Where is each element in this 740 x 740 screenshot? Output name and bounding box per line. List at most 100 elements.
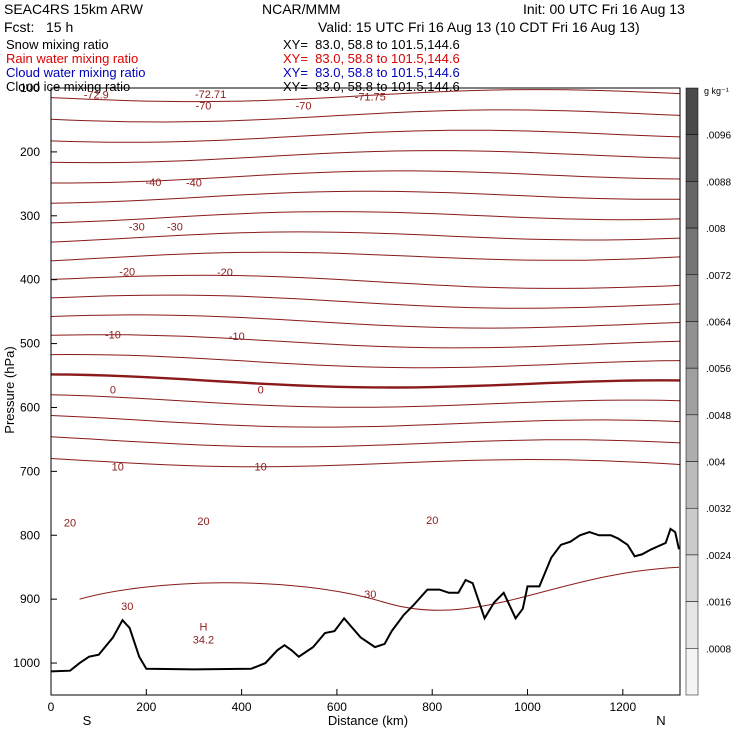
colorbar-label: .008 bbox=[706, 224, 726, 235]
axes: 0 200 400 600 800 1000 12001002003004005006007… bbox=[2, 81, 666, 728]
contour-label: 30 bbox=[364, 589, 376, 601]
plot-frame bbox=[50, 87, 681, 696]
y-tick-label: 500 bbox=[20, 337, 40, 351]
contour-line bbox=[50, 436, 681, 448]
colorbar-label: .0016 bbox=[706, 598, 731, 609]
contour-line bbox=[50, 458, 681, 468]
colorbar-label: .0072 bbox=[706, 271, 731, 282]
contour-line bbox=[50, 394, 681, 408]
y-axis-label: Pressure (hPa) bbox=[2, 346, 17, 433]
terrain-line bbox=[50, 527, 680, 673]
contour-line bbox=[50, 109, 681, 123]
init-time: Init: 00 UTC Fri 16 Aug 13 bbox=[523, 1, 685, 17]
colorbar-swatch bbox=[685, 367, 699, 416]
y-tick-label: 700 bbox=[20, 464, 40, 478]
x-endpoint-left: S bbox=[83, 713, 92, 728]
colorbar-label: .0024 bbox=[706, 551, 731, 562]
colorbar-swatch bbox=[685, 461, 699, 509]
valid-time: Valid: 15 UTC Fri 16 Aug 13 (10 CDT Fri … bbox=[318, 19, 640, 35]
contour-label: -30 bbox=[129, 222, 145, 234]
contour-line bbox=[50, 231, 681, 243]
contour-label: -40 bbox=[186, 178, 202, 190]
colorbar-label: .0032 bbox=[706, 504, 731, 515]
contour-label: 10 bbox=[112, 461, 124, 473]
contour-label: -10 bbox=[105, 330, 121, 342]
contour-label: -72.71 bbox=[195, 89, 226, 101]
colorbar-units: g kg⁻¹ bbox=[704, 86, 729, 96]
field-xy-snow: XY= 83.0, 58.8 to 101.5,144.6 bbox=[283, 37, 460, 52]
field-label-snow: Snow mixing ratio bbox=[6, 37, 109, 52]
contour-label: 20 bbox=[64, 517, 76, 529]
colorbar-swatch bbox=[685, 274, 699, 322]
y-tick-label: 300 bbox=[20, 209, 40, 223]
contour-line bbox=[50, 129, 681, 143]
x-tick-label: 0 bbox=[48, 700, 55, 714]
colorbar-swatch bbox=[685, 507, 699, 556]
field-xy-cloud-ice: XY= 83.0, 58.8 to 101.5,144.6 bbox=[283, 79, 460, 94]
colorbar-swatch bbox=[685, 414, 699, 462]
colorbar-swatch bbox=[685, 648, 699, 696]
y-tick-label: 900 bbox=[20, 592, 40, 606]
terrain bbox=[50, 527, 680, 673]
colorbar-swatch bbox=[685, 134, 699, 182]
colorbar-label: .0056 bbox=[706, 364, 731, 375]
x-tick-label: 1000 bbox=[514, 700, 541, 714]
colorbar-label: .0008 bbox=[706, 644, 731, 655]
y-tick-label: 100 bbox=[20, 81, 40, 95]
colorbar-label: .0064 bbox=[706, 317, 731, 328]
contour-label: 20 bbox=[426, 515, 438, 527]
contour-label: -72.9 bbox=[84, 89, 109, 101]
contour-label: 0 bbox=[110, 385, 116, 397]
contour-label: 10 bbox=[255, 461, 267, 473]
contour-label: 0 bbox=[258, 385, 264, 397]
contour-line bbox=[50, 314, 681, 329]
contour-label: -20 bbox=[217, 267, 233, 279]
contour-label: -70 bbox=[196, 100, 212, 112]
contour-line bbox=[50, 150, 681, 164]
contour-label: -20 bbox=[119, 266, 135, 278]
forecast-hour: Fcst: 15 h bbox=[4, 19, 74, 35]
high-value: 34.2 bbox=[193, 634, 214, 646]
contour-labels: -72.9 -72.71 -71.75 -70 -70 -40 -40 -30 -30 -20 -2… bbox=[64, 89, 438, 647]
field-xy-rain: XY= 83.0, 58.8 to 101.5,144.6 bbox=[283, 51, 460, 66]
contour-line bbox=[50, 373, 681, 389]
x-tick-label: 800 bbox=[422, 700, 442, 714]
contour-line bbox=[50, 89, 681, 103]
y-tick-label: 800 bbox=[20, 528, 40, 542]
y-tick-label: 600 bbox=[20, 400, 40, 414]
contour-label: 20 bbox=[197, 516, 209, 528]
colorbar-label: .0088 bbox=[706, 177, 731, 188]
contour-label: -70 bbox=[296, 100, 312, 112]
contour-label: -71.75 bbox=[355, 91, 386, 103]
colorbar-swatch bbox=[685, 227, 699, 276]
x-tick-label: 200 bbox=[136, 700, 156, 714]
colorbar-label: .004 bbox=[706, 458, 726, 469]
contour-line bbox=[50, 415, 681, 428]
x-tick-label: 600 bbox=[327, 700, 347, 714]
colorbar: .0096 .0088 .008 .0072 .0064 .0056 .0048 .004 .0… bbox=[685, 86, 731, 696]
high-marker: H bbox=[200, 621, 208, 633]
contour-line bbox=[51, 170, 681, 184]
colorbar-label: .0048 bbox=[706, 411, 731, 422]
contour-line bbox=[79, 566, 680, 611]
contour-line bbox=[50, 190, 681, 204]
contour-line bbox=[50, 211, 681, 224]
colorbar-label: .0096 bbox=[706, 131, 731, 142]
field-label-rain: Rain water mixing ratio bbox=[6, 51, 139, 66]
contour-line bbox=[50, 274, 681, 289]
x-tick-label: 1200 bbox=[609, 700, 636, 714]
contour-label: 30 bbox=[121, 601, 133, 613]
y-tick-label: 200 bbox=[20, 145, 40, 159]
contour-line bbox=[50, 251, 681, 262]
x-endpoint-right: N bbox=[656, 713, 665, 728]
y-tick-label: 400 bbox=[20, 273, 40, 287]
temperature-contours bbox=[50, 89, 681, 611]
contour-line bbox=[50, 334, 681, 349]
model-title: SEAC4RS 15km ARW bbox=[4, 1, 144, 17]
colorbar-swatch bbox=[685, 87, 699, 135]
contour-label: -30 bbox=[167, 222, 183, 234]
org-label: NCAR/MMM bbox=[262, 1, 341, 17]
colorbar-swatch bbox=[685, 554, 699, 602]
x-axis-label: Distance (km) bbox=[328, 713, 408, 728]
